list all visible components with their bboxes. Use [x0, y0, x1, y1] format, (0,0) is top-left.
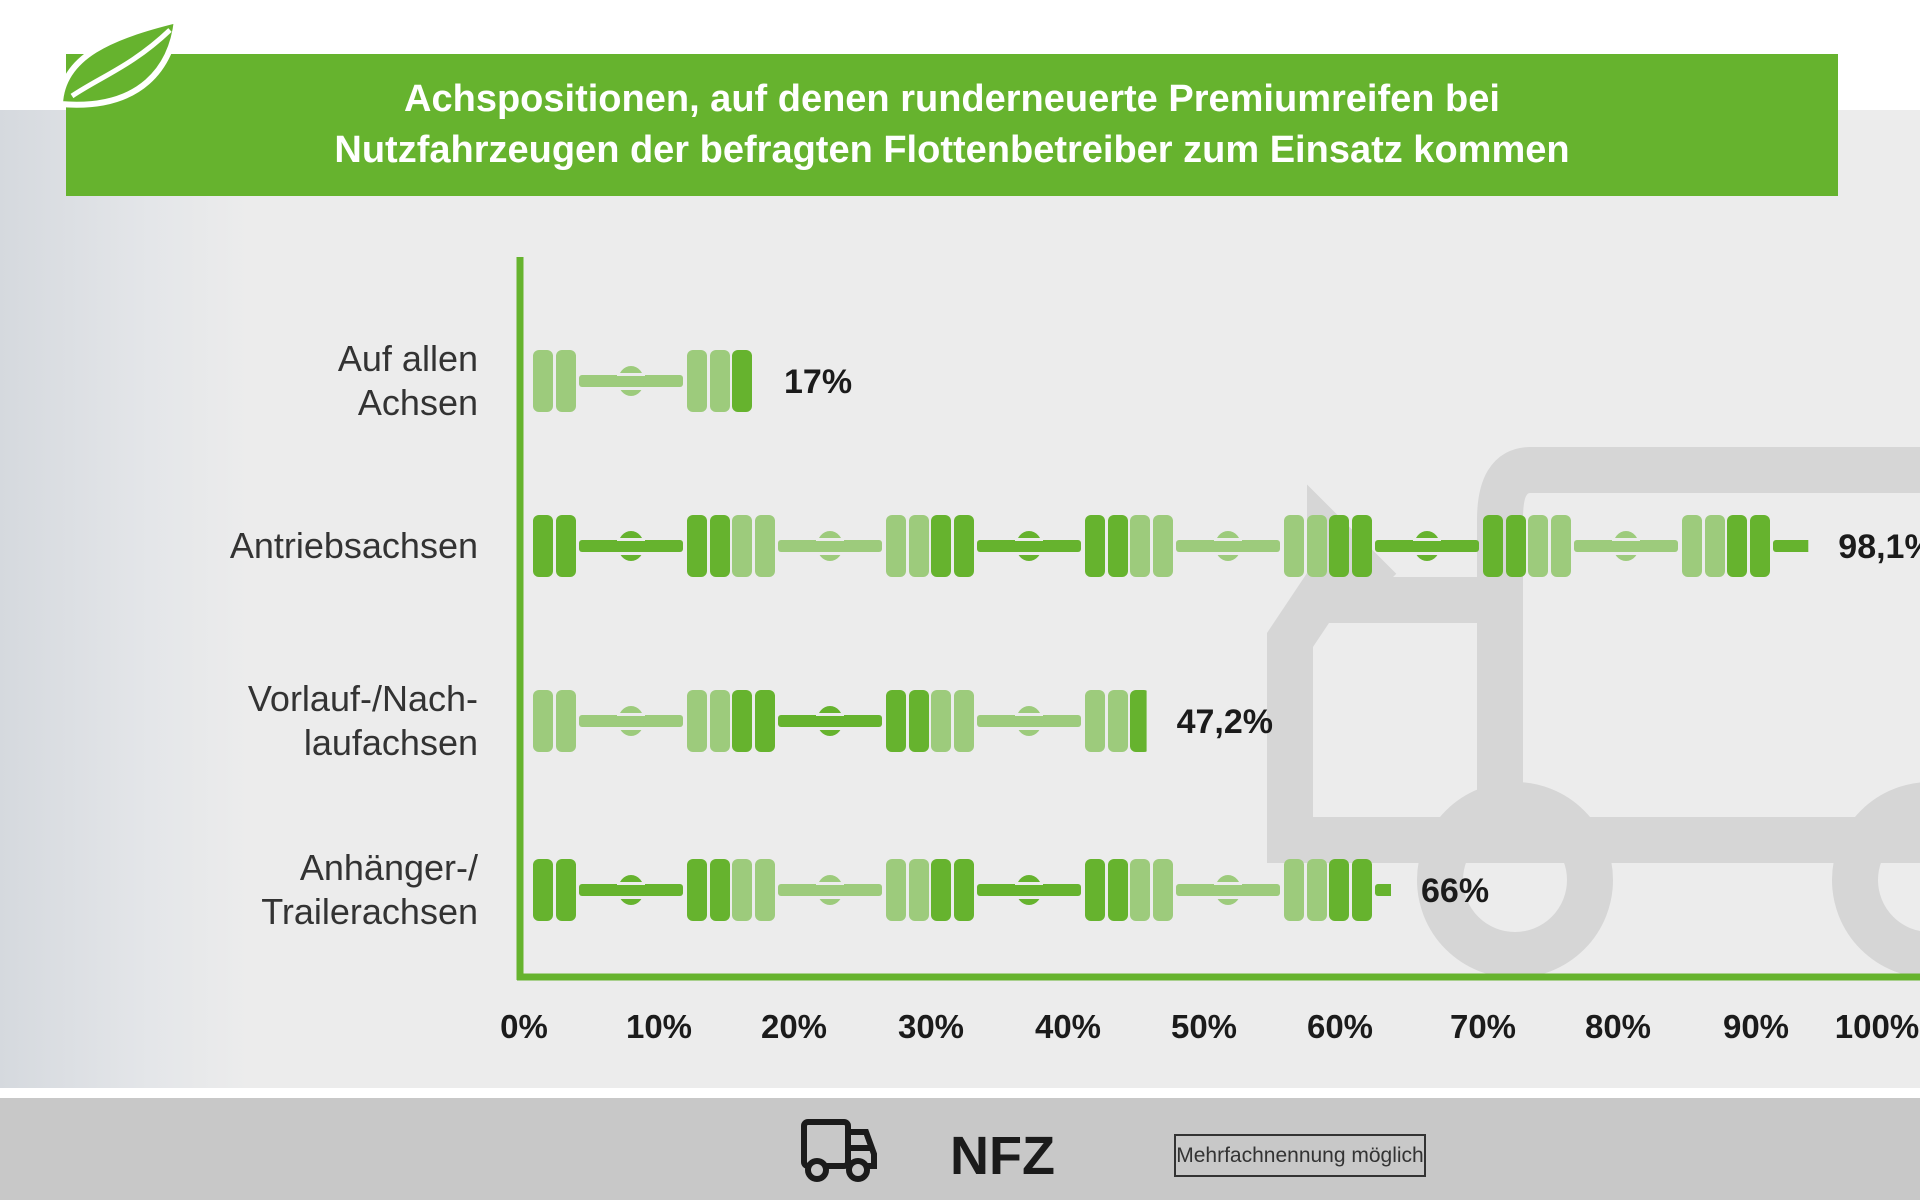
dumbbell-segment [1727, 515, 1809, 577]
dumbbell-segment [1528, 515, 1725, 577]
truck-watermark-icon [1267, 447, 1920, 978]
dumbbell-segment [1130, 690, 1147, 752]
x-tick-label: 90% [1723, 1008, 1789, 1045]
category-label: Antriebsachsen [230, 524, 478, 568]
dumbbell-segment [732, 690, 929, 752]
category-label-line: Auf allen [337, 338, 478, 379]
value-label: 66% [1421, 872, 1489, 910]
title-line-1: Achspositionen, auf denen runderneuerte … [404, 78, 1500, 120]
category-label: Auf allen Achsen [338, 337, 478, 425]
value-label: 98,1% [1838, 528, 1920, 566]
dumbbell-segment [931, 859, 1128, 921]
trucks-photo [0, 110, 250, 1088]
dumbbell-segment [1130, 859, 1327, 921]
bar-1 [533, 515, 1809, 577]
value-label: 17% [784, 363, 852, 401]
dumbbell-segment [931, 690, 1128, 752]
category-label-line: laufachsen [303, 722, 478, 763]
dumbbell-segment [1329, 515, 1526, 577]
title-line-2: Nutzfahrzeugen der befragten Flottenbetr… [334, 129, 1570, 171]
x-tick-label: 100% [1835, 1008, 1919, 1045]
bar-0 [533, 350, 752, 412]
dumbbell-segment [732, 859, 929, 921]
dumbbell-segment [533, 515, 730, 577]
dumbbell-segment [931, 515, 1128, 577]
x-tick-label: 30% [898, 1008, 964, 1045]
category-label-line: Anhänger-/ [299, 847, 478, 888]
leaf-logo-icon [56, 16, 181, 108]
x-tick-label: 50% [1171, 1008, 1237, 1045]
dumbbell-segment [1130, 515, 1327, 577]
multiple-answers-note: Mehrfachnennung möglich [1174, 1134, 1426, 1177]
x-tick-label: 40% [1035, 1008, 1101, 1045]
x-tick-label: 20% [761, 1008, 827, 1045]
dumbbell-segment [533, 350, 730, 412]
category-label: NFZ [950, 1126, 1055, 1186]
category-label: Anhänger-/Trailerachsen [261, 846, 478, 934]
dumbbell-segment [1329, 859, 1391, 921]
truck-icon [801, 1119, 877, 1182]
category-label: Vorlauf-/Nach-laufachsen [248, 677, 478, 765]
category-label-line: Trailerachsen [261, 891, 478, 932]
x-tick-label: 10% [626, 1008, 692, 1045]
category-label-line: Achsen [357, 382, 478, 423]
chart-title: Achspositionen, auf denen runderneuerte … [66, 54, 1838, 196]
footer-bar [0, 1098, 1920, 1200]
dumbbell-segment [732, 515, 929, 577]
x-tick-label: 80% [1585, 1008, 1651, 1045]
dumbbell-segment [533, 690, 730, 752]
dumbbell-segment [533, 859, 730, 921]
bar-2 [533, 690, 1147, 752]
category-label-line: Antriebsachsen [229, 525, 478, 566]
bar-3 [533, 859, 1391, 921]
dumbbell-segment [732, 350, 752, 412]
x-tick-label: 0% [500, 1008, 548, 1045]
x-tick-label: 60% [1307, 1008, 1373, 1045]
category-label-line: Vorlauf-/Nach- [247, 678, 478, 719]
value-label: 47,2% [1177, 703, 1273, 741]
x-tick-label: 70% [1450, 1008, 1516, 1045]
